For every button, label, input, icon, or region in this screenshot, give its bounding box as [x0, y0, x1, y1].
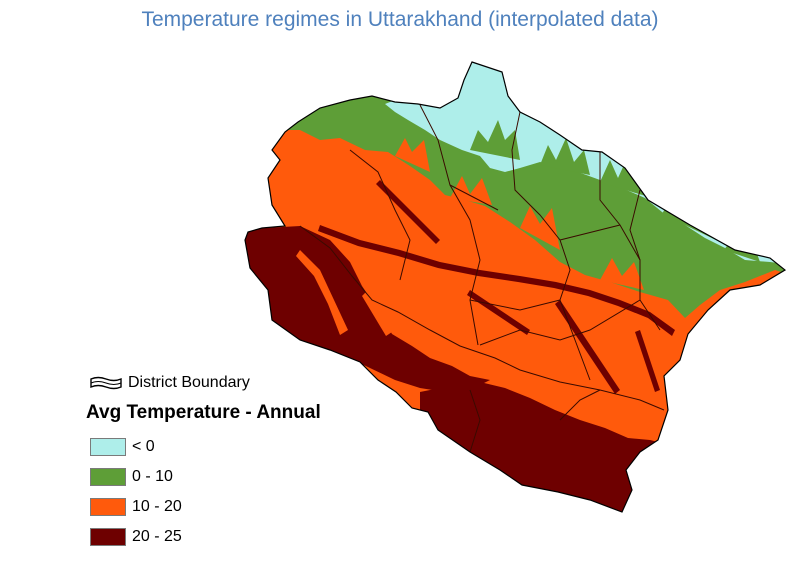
boundary-label: District Boundary — [128, 374, 250, 391]
legend-class-item: 10 - 20 — [90, 492, 321, 522]
legend-swatch — [90, 468, 126, 486]
legend-class-item: 0 - 10 — [90, 462, 321, 492]
legend-class-label: < 0 — [132, 438, 155, 455]
legend-title: Avg Temperature - Annual — [86, 402, 321, 423]
legend-class-label: 20 - 25 — [132, 528, 182, 545]
legend-class-item: < 0 — [90, 432, 321, 462]
district-boundaries — [299, 104, 665, 453]
district-boundary-symbol — [90, 376, 122, 390]
legend-class-label: 10 - 20 — [132, 498, 182, 515]
boundary-legend-item: District Boundary — [90, 372, 321, 394]
map-legend: District Boundary Avg Temperature - Annu… — [86, 372, 321, 552]
legend-class-list: < 0 0 - 10 10 - 20 20 - 25 — [90, 432, 321, 552]
legend-class-label: 0 - 10 — [132, 468, 173, 485]
map-title: Temperature regimes in Uttarakhand (inte… — [141, 8, 659, 31]
legend-swatch — [90, 438, 126, 456]
state-outline — [244, 61, 787, 513]
zone-20-25-west — [245, 226, 490, 392]
legend-swatch — [90, 528, 126, 546]
legend-class-item: 20 - 25 — [90, 522, 321, 552]
legend-swatch — [90, 498, 126, 516]
